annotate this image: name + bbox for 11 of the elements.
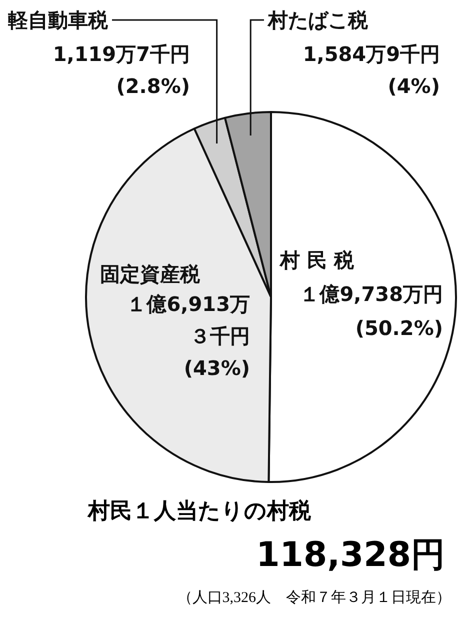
slice-label: 村たばこ税 xyxy=(267,8,369,32)
data-label: 1,119万7千円(2.8%) xyxy=(52,42,190,98)
slice-label: 村 民 税 xyxy=(279,248,355,272)
data-label: １億6,913万３千円(43%) xyxy=(126,292,250,380)
data-label: 1,584万9千円(4%) xyxy=(302,42,440,98)
data-label: １億9,738万円(50.2%) xyxy=(300,282,443,340)
text: 118,328円 xyxy=(255,534,446,577)
slice-label: 軽自動車税 xyxy=(7,8,109,32)
text: 村民１人当たりの村税 xyxy=(86,498,312,526)
text: （人口3,326人 令和７年３月１日現在） xyxy=(176,588,452,607)
slice-label: 固定資産税 xyxy=(100,262,201,286)
